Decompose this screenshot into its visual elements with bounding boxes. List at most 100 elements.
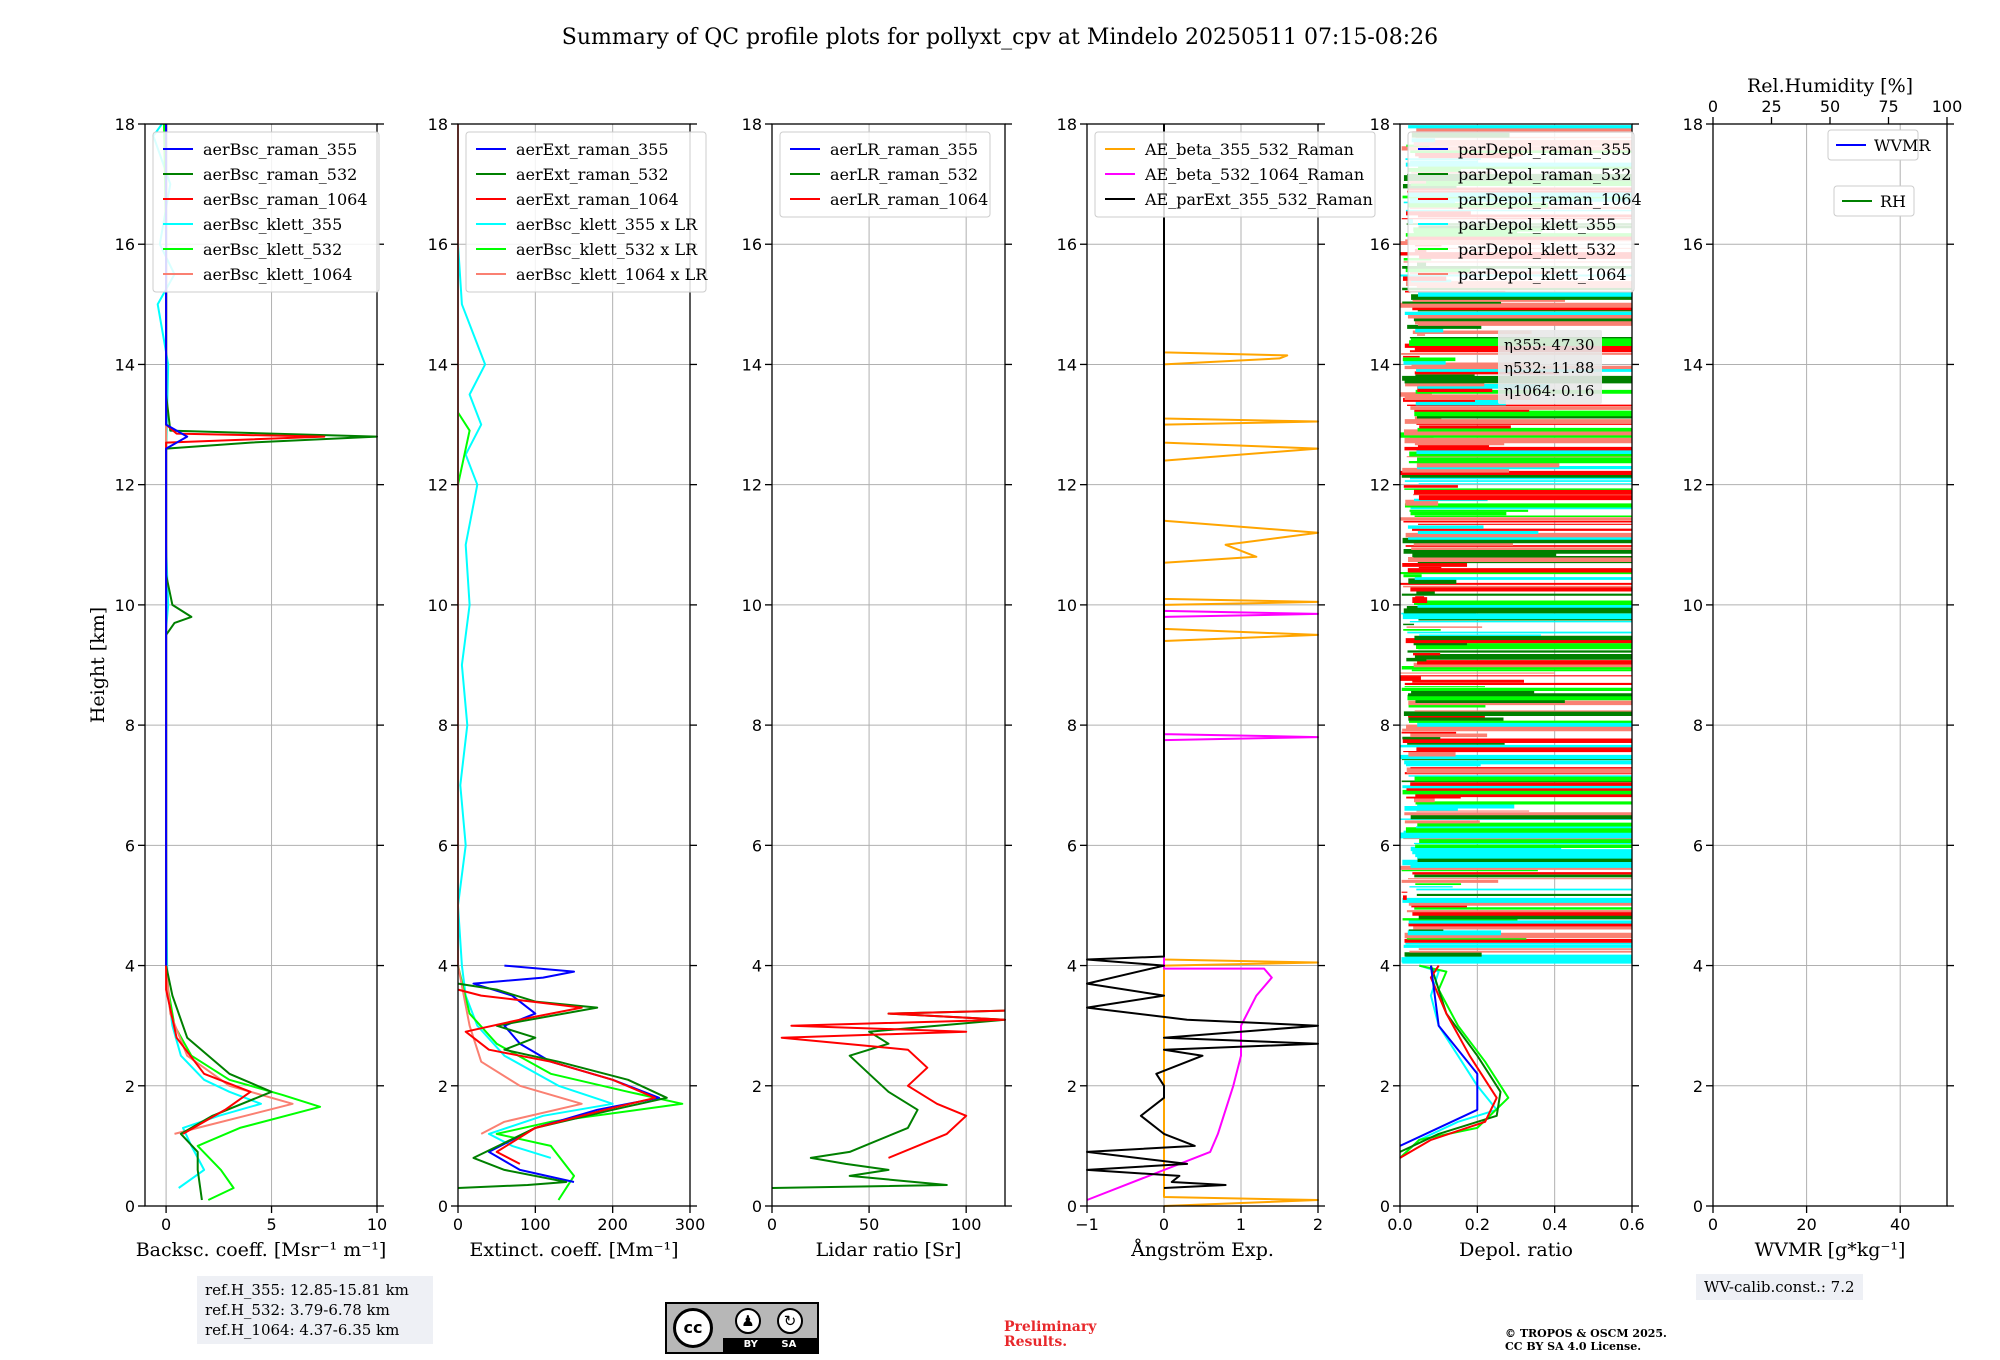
panel-5-ytick-label: 16: [1370, 235, 1390, 254]
panel-6-ytick-label: 16: [1683, 235, 1703, 254]
panel-6-frame: [1712, 123, 1948, 1207]
panel-2-xtick-label: 0: [453, 1215, 463, 1234]
panel-2-legend-label: aerExt_raman_532: [516, 165, 669, 184]
copyright-line-2: CC BY SA 4.0 License.: [1505, 1340, 1642, 1353]
share-alike-icon: ↻: [777, 1308, 803, 1334]
panel-6-legend-label: WVMR: [1874, 136, 1931, 155]
panel-5-xtick-label: 0.4: [1542, 1215, 1567, 1234]
panel-2-series-aerBsc_klett_355 x LR: [457, 124, 614, 1159]
panel-4-ytick-label: 16: [1057, 235, 1077, 254]
panel-5-xtick-label: 0.6: [1619, 1215, 1644, 1234]
panel-2-ytick-label: 0: [438, 1197, 448, 1216]
panel-4-ytick-label: 8: [1067, 716, 1077, 735]
panel-3-ytick-label: 0: [752, 1197, 762, 1216]
panel-5-legend-label: parDepol_raman_532: [1458, 165, 1631, 184]
panel-5-ytick-label: 14: [1370, 355, 1390, 374]
panel-1-legend-label: aerBsc_raman_1064: [203, 190, 368, 209]
copyright-line-1: © TROPOS & OSCM 2025.: [1505, 1327, 1667, 1340]
panel-5-eta-box: [1498, 330, 1602, 404]
panel-1-series-aerBsc_raman_1064: [165, 124, 326, 1135]
panel-6-xtick-label: 0: [1708, 1215, 1718, 1234]
license-terms-bar: BY SA: [723, 1338, 817, 1352]
panel-3-ytick-label: 14: [742, 355, 762, 374]
panel-5-eta-label: η1064: 0.16: [1504, 382, 1594, 400]
panel-4-ytick-label: 6: [1067, 836, 1077, 855]
panel-5-eta-label: η355: 47.30: [1504, 336, 1594, 354]
panel-4-legend-box: [1094, 131, 1376, 218]
panel-3-xlabel: Lidar ratio [Sr]: [816, 1239, 962, 1261]
panel-4-ytick-label: 12: [1057, 476, 1077, 495]
panel-6-x2tick-label: 75: [1878, 97, 1898, 116]
panel-3-xtick-label: 100: [951, 1215, 982, 1234]
panel-2-legend-label: aerExt_raman_355: [516, 140, 669, 159]
panel-5-ytick-label: 10: [1370, 596, 1390, 615]
panel-6-x2tick-label: 100: [1932, 97, 1963, 116]
panel-2-series-aerBsc_klett_1064 x LR: [457, 124, 583, 1135]
preliminary-line-1: Preliminary: [1004, 1319, 1097, 1335]
panel-3-ytick-label: 18: [742, 115, 762, 134]
panel-2-legend-label: aerBsc_klett_355 x LR: [516, 215, 698, 234]
panel-4-ytick-label: 18: [1057, 115, 1077, 134]
panel-1-ytick-label: 18: [115, 115, 135, 134]
panel-1-xtick-label: 5: [266, 1215, 276, 1234]
panel-6-xtick-label: 40: [1890, 1215, 1910, 1234]
panel-6-xlabel: WVMR [g*kg⁻¹]: [1755, 1239, 1906, 1261]
panel-3-ytick-label: 10: [742, 596, 762, 615]
panel-1-ytick-label: 16: [115, 235, 135, 254]
panel-6-ytick-label: 6: [1693, 836, 1703, 855]
by-label: BY: [743, 1339, 758, 1350]
panel-6-x2label: Rel.Humidity [%]: [1747, 75, 1913, 97]
panel-5-legend-label: parDepol_klett_532: [1458, 240, 1616, 259]
panel-5-legend-label: parDepol_klett_355: [1458, 215, 1616, 234]
panel-5-ytick-label: 18: [1370, 115, 1390, 134]
panel-6-x2tick-label: 0: [1708, 97, 1718, 116]
preliminary-line-2: Results.: [1004, 1334, 1068, 1350]
panel-5-ytick-label: 6: [1380, 836, 1390, 855]
panel-5-ytick-label: 8: [1380, 716, 1390, 735]
panel-6-ytick-label: 4: [1693, 957, 1703, 976]
panel-6-ytick-label: 14: [1683, 355, 1703, 374]
panel-4-ytick-label: 10: [1057, 596, 1077, 615]
panel-2-ytick-label: 12: [428, 476, 448, 495]
panel-5-ytick-label: 0: [1380, 1197, 1390, 1216]
panel-3-ytick-label: 4: [752, 957, 762, 976]
cc-icon: cc: [673, 1308, 713, 1348]
panel-1-ytick-label: 0: [125, 1197, 135, 1216]
panel-5-xtick-label: 0.2: [1465, 1215, 1490, 1234]
panel-2-ytick-label: 4: [438, 957, 448, 976]
panel-5-eta-label: η532: 11.88: [1504, 359, 1594, 377]
panel-1-series-aerBsc_raman_355: [165, 124, 189, 966]
panel-2-xtick-label: 200: [597, 1215, 628, 1234]
panel-1-legend-label: aerBsc_raman_532: [203, 165, 357, 184]
panel-2-ytick-label: 2: [438, 1077, 448, 1096]
panel-6-ytick-label: 12: [1683, 476, 1703, 495]
panel-4-series-AE_beta_532_1064_Raman: [1086, 609, 1319, 1201]
panel-3-series-aerLR_raman_532: [771, 1009, 1006, 1189]
panel-2-legend-label: aerBsc_klett_532 x LR: [516, 240, 698, 259]
ref-height-1064: ref.H_1064: 4.37-6.35 km: [205, 1321, 400, 1339]
panel-5-legend-label: parDepol_raman_1064: [1458, 190, 1642, 209]
panel-2-legend-label: aerBsc_klett_1064 x LR: [516, 265, 708, 284]
panel-2-ytick-label: 10: [428, 596, 448, 615]
panel-1-xlabel: Backsc. coeff. [Msr⁻¹ m⁻¹]: [136, 1239, 387, 1261]
panel-1-ytick-label: 2: [125, 1077, 135, 1096]
ref-height-532: ref.H_532: 3.79-6.78 km: [205, 1301, 390, 1319]
panel-2-ytick-label: 16: [428, 235, 448, 254]
panel-4-xlabel: Ångström Exp.: [1130, 1239, 1274, 1261]
panel-1-series-aerBsc_raman_532: [165, 124, 378, 1201]
panel-5-legend-label: parDepol_klett_1064: [1458, 265, 1627, 284]
preliminary-note: Preliminary Results.: [1004, 1320, 1096, 1350]
panel-5-ytick-label: 4: [1380, 957, 1390, 976]
panel-6-legend-label: RH: [1880, 192, 1906, 211]
panel-2-series-aerExt_raman_532: [457, 982, 668, 1189]
panel-6-ytick-label: 18: [1683, 115, 1703, 134]
panel-2-ytick-label: 14: [428, 355, 448, 374]
panel-1-ytick-label: 6: [125, 836, 135, 855]
panel-6-legend-box: [1833, 185, 1915, 217]
panel-3-ytick-label: 2: [752, 1077, 762, 1096]
cc-license-badge: cc ♟ ↻ BY SA: [665, 1302, 819, 1354]
panel-2-frame: [457, 123, 691, 1207]
attribution-icon: ♟: [735, 1308, 761, 1334]
panel-1-legend-box: [152, 131, 380, 293]
